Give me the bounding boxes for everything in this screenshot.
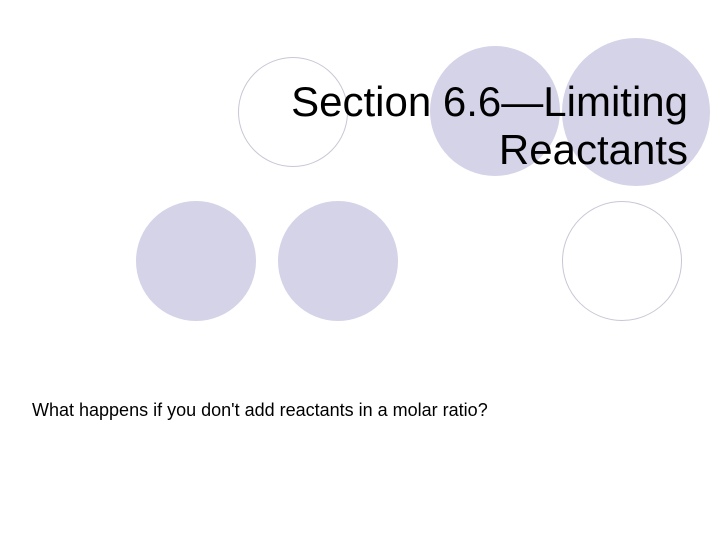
decorative-circle-4 xyxy=(136,201,256,321)
title-line-1: Section 6.6—Limiting xyxy=(291,78,688,125)
slide-subtitle: What happens if you don't add reactants … xyxy=(32,400,488,421)
decorative-circle-6 xyxy=(562,201,682,321)
title-line-2: Reactants xyxy=(499,126,688,173)
decorative-circle-5 xyxy=(278,201,398,321)
slide-title: Section 6.6—Limiting Reactants xyxy=(291,78,688,175)
